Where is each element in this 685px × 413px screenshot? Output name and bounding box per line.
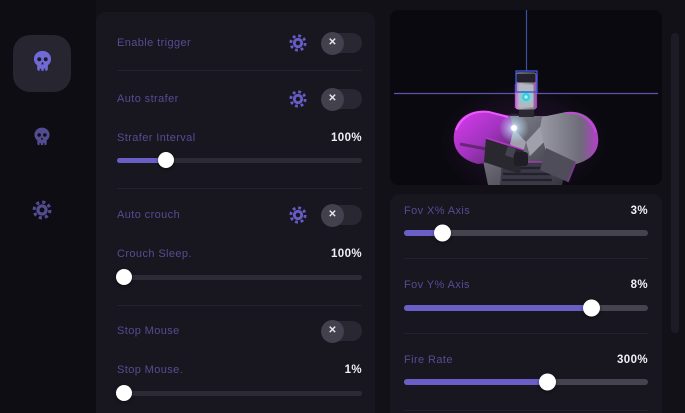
slider-track (404, 299, 648, 317)
scrollbar[interactable] (671, 33, 679, 333)
slider-thumb[interactable] (582, 299, 600, 317)
slider-thumb[interactable] (538, 373, 556, 391)
slider-thumb[interactable] (116, 269, 133, 285)
toggle-off-icon: ✕ (328, 325, 337, 336)
feature-row-auto-strafer: Auto strafer ✕ (117, 86, 362, 112)
toggle-off-icon: ✕ (328, 37, 337, 48)
auto-strafer-toggle[interactable]: ✕ (321, 87, 362, 111)
slider-value: 100% (330, 132, 362, 144)
stop-mouse-slider[interactable] (116, 385, 362, 401)
skull-icon (31, 126, 53, 153)
divider (117, 188, 362, 189)
fov-y-header: Fov Y% Axis 8% (404, 276, 648, 294)
fire-rate-slider[interactable] (404, 373, 648, 391)
gear-icon (31, 199, 53, 226)
model-preview-panel (390, 10, 662, 185)
slider-fill (404, 224, 452, 242)
slider-label: Stop Mouse. (117, 364, 184, 376)
enable-trigger-toggle[interactable]: ✕ (321, 31, 362, 55)
slider-fill (117, 152, 174, 168)
gear-icon[interactable] (288, 89, 308, 109)
feature-row-enable-trigger: Enable trigger ✕ (117, 30, 362, 56)
aim-settings-panel: Fov X% Axis 3% Fov Y% Axis 8% (390, 194, 662, 413)
sidebar-item-trigger[interactable] (30, 127, 54, 151)
feature-label: Auto strafer (117, 93, 179, 105)
slider-label: Crouch Sleep. (117, 248, 192, 260)
sidebar-item-aim-active[interactable] (13, 35, 71, 92)
toggle-knob: ✕ (321, 203, 344, 227)
fov-y-slider[interactable] (404, 299, 648, 317)
strafer-interval-header: Strafer Interval 100% (117, 129, 362, 147)
stop-mouse-header: Stop Mouse. 1% (117, 361, 362, 379)
robot-model-preview (394, 10, 658, 185)
toggle-knob: ✕ (321, 319, 344, 343)
toggle-off-icon: ✕ (328, 209, 337, 220)
auto-crouch-toggle[interactable]: ✕ (321, 203, 362, 227)
feature-label: Auto crouch (117, 209, 181, 221)
slider-fill (404, 373, 556, 391)
gear-icon[interactable] (288, 33, 308, 53)
slider-fill (116, 385, 133, 401)
slider-track (404, 224, 648, 242)
divider (404, 258, 648, 259)
slider-label: Fire Rate (404, 354, 453, 366)
crouch-sleep-slider[interactable] (116, 269, 362, 285)
strafer-interval-slider[interactable] (117, 152, 362, 168)
slider-label: Fov Y% Axis (404, 279, 470, 291)
fov-x-header: Fov X% Axis 3% (404, 202, 648, 220)
slider-value: 3% (630, 205, 648, 217)
sidebar (0, 0, 96, 413)
divider (117, 70, 362, 71)
slider-fill (404, 299, 600, 317)
toggle-off-icon: ✕ (328, 93, 337, 104)
skull-icon (30, 49, 55, 79)
slider-track (404, 373, 648, 391)
fire-rate-header: Fire Rate 300% (404, 351, 648, 369)
stop-mouse-toggle[interactable]: ✕ (321, 319, 362, 343)
slider-track (116, 269, 362, 285)
robot-bust (453, 72, 599, 185)
features-panel: Enable trigger ✕ Auto strafer ✕ Strafer … (96, 12, 375, 413)
slider-fill (116, 269, 133, 285)
slider-value: 300% (616, 354, 648, 366)
feature-label: Stop Mouse (117, 325, 180, 337)
fov-x-slider[interactable] (404, 224, 648, 242)
slider-track (116, 385, 362, 401)
divider (117, 305, 362, 306)
slider-thumb[interactable] (434, 224, 452, 242)
gear-icon[interactable] (288, 205, 308, 225)
feature-label: Enable trigger (117, 37, 192, 49)
feature-row-auto-crouch: Auto crouch ✕ (117, 202, 362, 228)
divider (404, 410, 648, 411)
slider-label: Strafer Interval (117, 132, 196, 144)
slider-label: Fov X% Axis (404, 205, 471, 217)
feature-row-stop-mouse: Stop Mouse ✕ (117, 318, 362, 344)
crouch-sleep-header: Crouch Sleep. 100% (117, 245, 362, 263)
slider-value: 100% (330, 248, 362, 260)
toggle-knob: ✕ (321, 87, 344, 111)
slider-track (117, 152, 362, 168)
slider-thumb[interactable] (116, 385, 133, 401)
divider (404, 333, 648, 334)
head-hitbox-outline (515, 70, 538, 93)
slider-value: 8% (630, 279, 648, 291)
sidebar-item-settings[interactable] (30, 200, 54, 224)
slider-thumb[interactable] (158, 152, 174, 168)
toggle-knob: ✕ (321, 31, 344, 55)
slider-value: 1% (344, 364, 362, 376)
